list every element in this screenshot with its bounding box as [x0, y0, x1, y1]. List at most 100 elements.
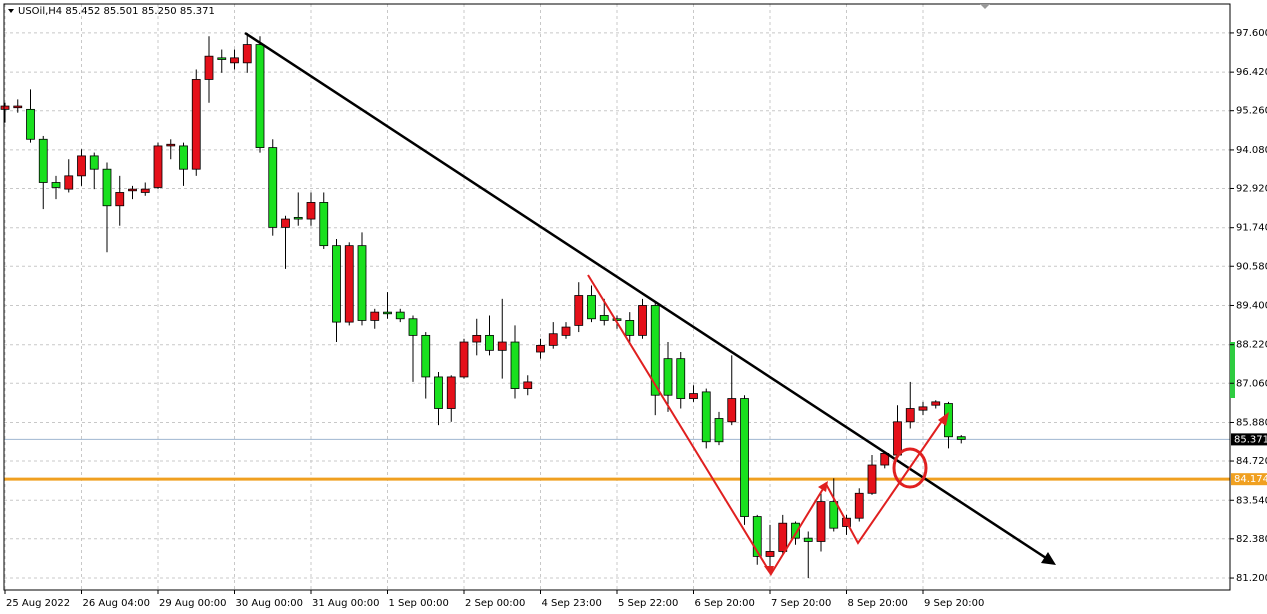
y-tick-label: 82.380 — [1236, 534, 1267, 545]
x-tick-label: 29 Aug 00:00 — [159, 598, 226, 609]
y-tick-label: 95.260 — [1236, 106, 1267, 117]
arrow-head — [764, 566, 774, 576]
candle-body — [689, 393, 698, 399]
candle-body — [676, 358, 686, 399]
candle-body — [179, 145, 188, 170]
candle-body — [166, 143, 176, 147]
y-tick-label: 92.920 — [1236, 183, 1267, 194]
candle-body — [765, 551, 775, 557]
candle-body — [867, 464, 877, 494]
y-tick-label: 81.200 — [1236, 573, 1267, 584]
candle-body — [115, 192, 125, 207]
candle-body — [319, 202, 329, 247]
candle-body — [650, 305, 660, 396]
y-tick-label: 87.060 — [1236, 378, 1267, 389]
candle-body — [408, 318, 418, 336]
x-tick-label: 25 Aug 2022 — [6, 598, 70, 609]
candle-body — [599, 315, 609, 321]
indicator-stub — [1230, 342, 1235, 398]
candle-body — [854, 492, 864, 519]
candle-body — [740, 398, 749, 517]
y-tick-label: 85.880 — [1236, 417, 1267, 428]
candle-body — [663, 358, 673, 396]
candle-body — [217, 57, 227, 60]
candle-body — [931, 401, 941, 406]
x-tick-label: 30 Aug 00:00 — [236, 598, 303, 609]
chart-title: USOil,H4 85.452 85.501 85.250 85.371 — [18, 6, 215, 17]
candle-body — [587, 295, 596, 320]
candle-body — [574, 295, 584, 326]
candle-body — [255, 44, 265, 148]
price-label-bg — [1231, 473, 1267, 486]
candle-body — [140, 188, 150, 193]
candle-body — [383, 311, 392, 315]
candle-body — [778, 522, 788, 552]
candle-body — [485, 334, 494, 351]
candle-body — [281, 218, 290, 228]
candle-body — [191, 79, 201, 170]
y-tick-label: 96.420 — [1236, 67, 1267, 78]
x-tick-label: 1 Sep 00:00 — [389, 598, 449, 609]
candle-body — [89, 155, 99, 170]
candle-body — [434, 376, 443, 409]
price-label-bg — [1231, 433, 1267, 446]
candle-body — [905, 408, 915, 423]
candle-body — [370, 311, 380, 321]
y-tick-label: 84.720 — [1236, 456, 1267, 467]
candle-body — [561, 326, 571, 336]
candle-body — [548, 333, 558, 346]
candle-body — [829, 501, 839, 529]
candle-body — [102, 168, 112, 207]
candle-body — [293, 216, 303, 220]
y-tick-label: 83.540 — [1236, 495, 1267, 506]
candle-body — [446, 376, 456, 409]
candle-body — [332, 245, 341, 323]
candle-body — [752, 516, 762, 557]
y-tick-label: 88.220 — [1236, 340, 1267, 351]
price-label: 85.371 — [1234, 434, 1267, 445]
candle-body — [459, 341, 469, 378]
arrow-head — [938, 412, 949, 426]
candle-body — [268, 147, 278, 228]
candle-body — [153, 145, 163, 188]
arrow-head — [818, 481, 828, 492]
x-tick-label: 9 Sep 20:00 — [924, 598, 984, 609]
candle-body — [638, 305, 647, 336]
candle-body — [523, 381, 533, 389]
menu-icon — [8, 9, 14, 13]
candle-body — [701, 391, 711, 443]
candle-body — [64, 175, 74, 190]
candle-body — [38, 138, 48, 183]
y-tick-label: 94.080 — [1236, 145, 1267, 156]
candle-body — [0, 105, 10, 110]
x-tick-label: 5 Sep 22:00 — [618, 598, 678, 609]
candle-body — [612, 318, 622, 321]
arrow-head — [1041, 552, 1056, 565]
candle-body — [472, 334, 482, 343]
candles — [0, 32, 966, 579]
candle-body — [26, 108, 35, 140]
candle-body — [791, 522, 800, 539]
y-tick-label: 89.400 — [1236, 300, 1267, 311]
x-tick-label: 2 Sep 00:00 — [465, 598, 525, 609]
candle-body — [727, 398, 737, 423]
candle-body — [51, 182, 61, 188]
candle-body — [242, 44, 252, 64]
highlight-circle — [892, 447, 928, 489]
y-tick-label: 90.580 — [1236, 261, 1267, 272]
candle-body — [395, 311, 405, 320]
y-tick-label: 91.740 — [1236, 223, 1267, 234]
price-label: 84.174 — [1234, 474, 1267, 485]
candle-body — [510, 341, 520, 389]
candle-body — [714, 418, 724, 443]
x-tick-label: 4 Sep 23:00 — [542, 598, 602, 609]
candle-body — [803, 537, 813, 542]
candle-body — [344, 245, 354, 323]
annotations — [244, 31, 1056, 576]
x-tick-label: 26 Aug 04:00 — [83, 598, 150, 609]
candle-body — [816, 501, 826, 542]
candle-body — [625, 320, 635, 336]
